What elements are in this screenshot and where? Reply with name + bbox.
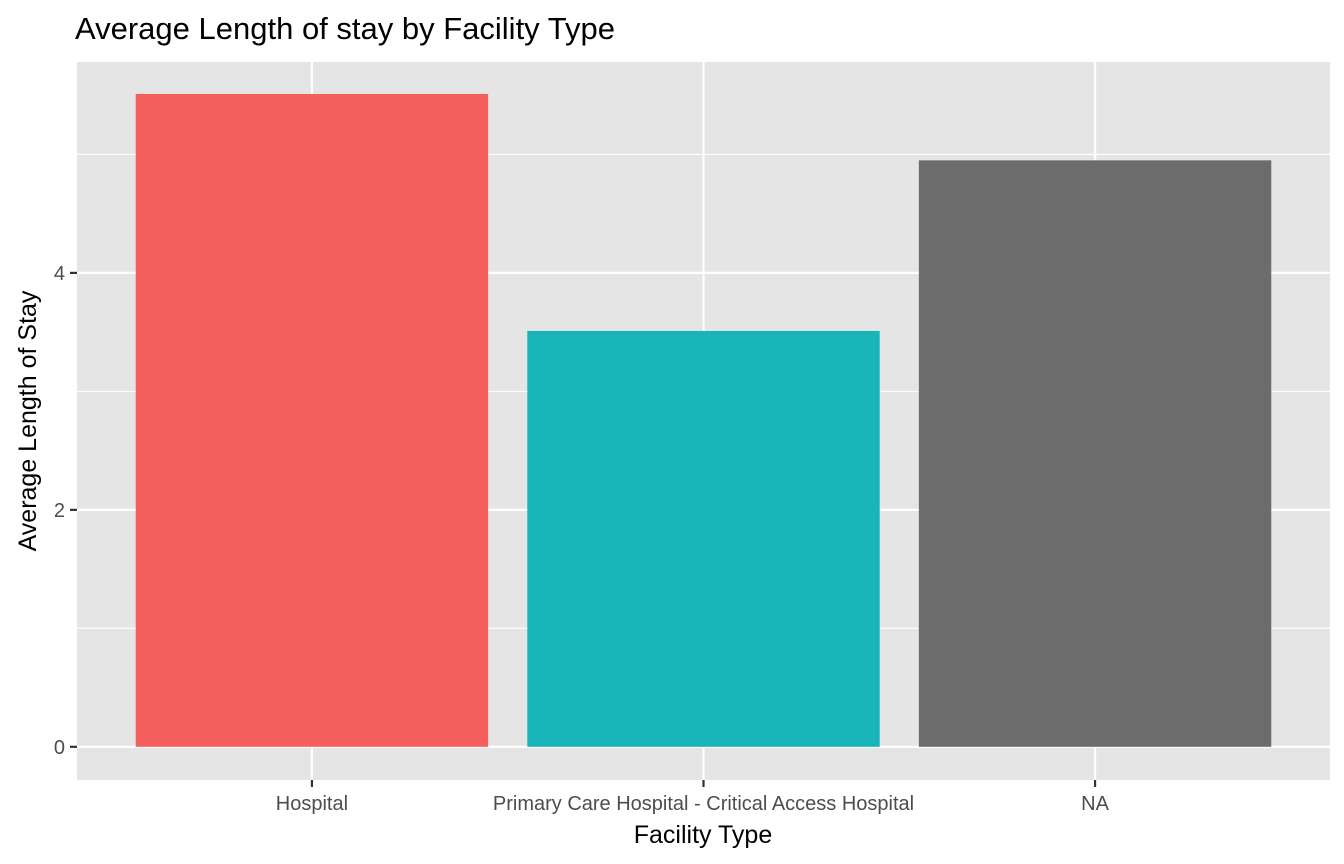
bar xyxy=(918,160,1272,747)
y-tick-label: 2 xyxy=(54,500,65,522)
y-tick-label: 4 xyxy=(54,263,65,285)
y-axis-title: Average Length of Stay xyxy=(14,290,42,551)
y-tick-label: 0 xyxy=(54,737,65,759)
bars xyxy=(135,93,1272,747)
bar xyxy=(135,93,489,747)
x-tick-label: Hospital xyxy=(276,793,348,815)
bar xyxy=(527,330,880,747)
x-axis-ticks: Hospital Primary Care Hospital - Critical… xyxy=(276,780,1110,815)
x-tick-label: NA xyxy=(1081,793,1109,815)
chart-title: Average Length of stay by Facility Type xyxy=(75,11,615,46)
y-axis-ticks: 0 2 4 xyxy=(54,263,77,759)
x-tick-label: Primary Care Hospital - Critical Access … xyxy=(493,793,914,815)
x-axis-title: Facility Type xyxy=(634,821,772,849)
